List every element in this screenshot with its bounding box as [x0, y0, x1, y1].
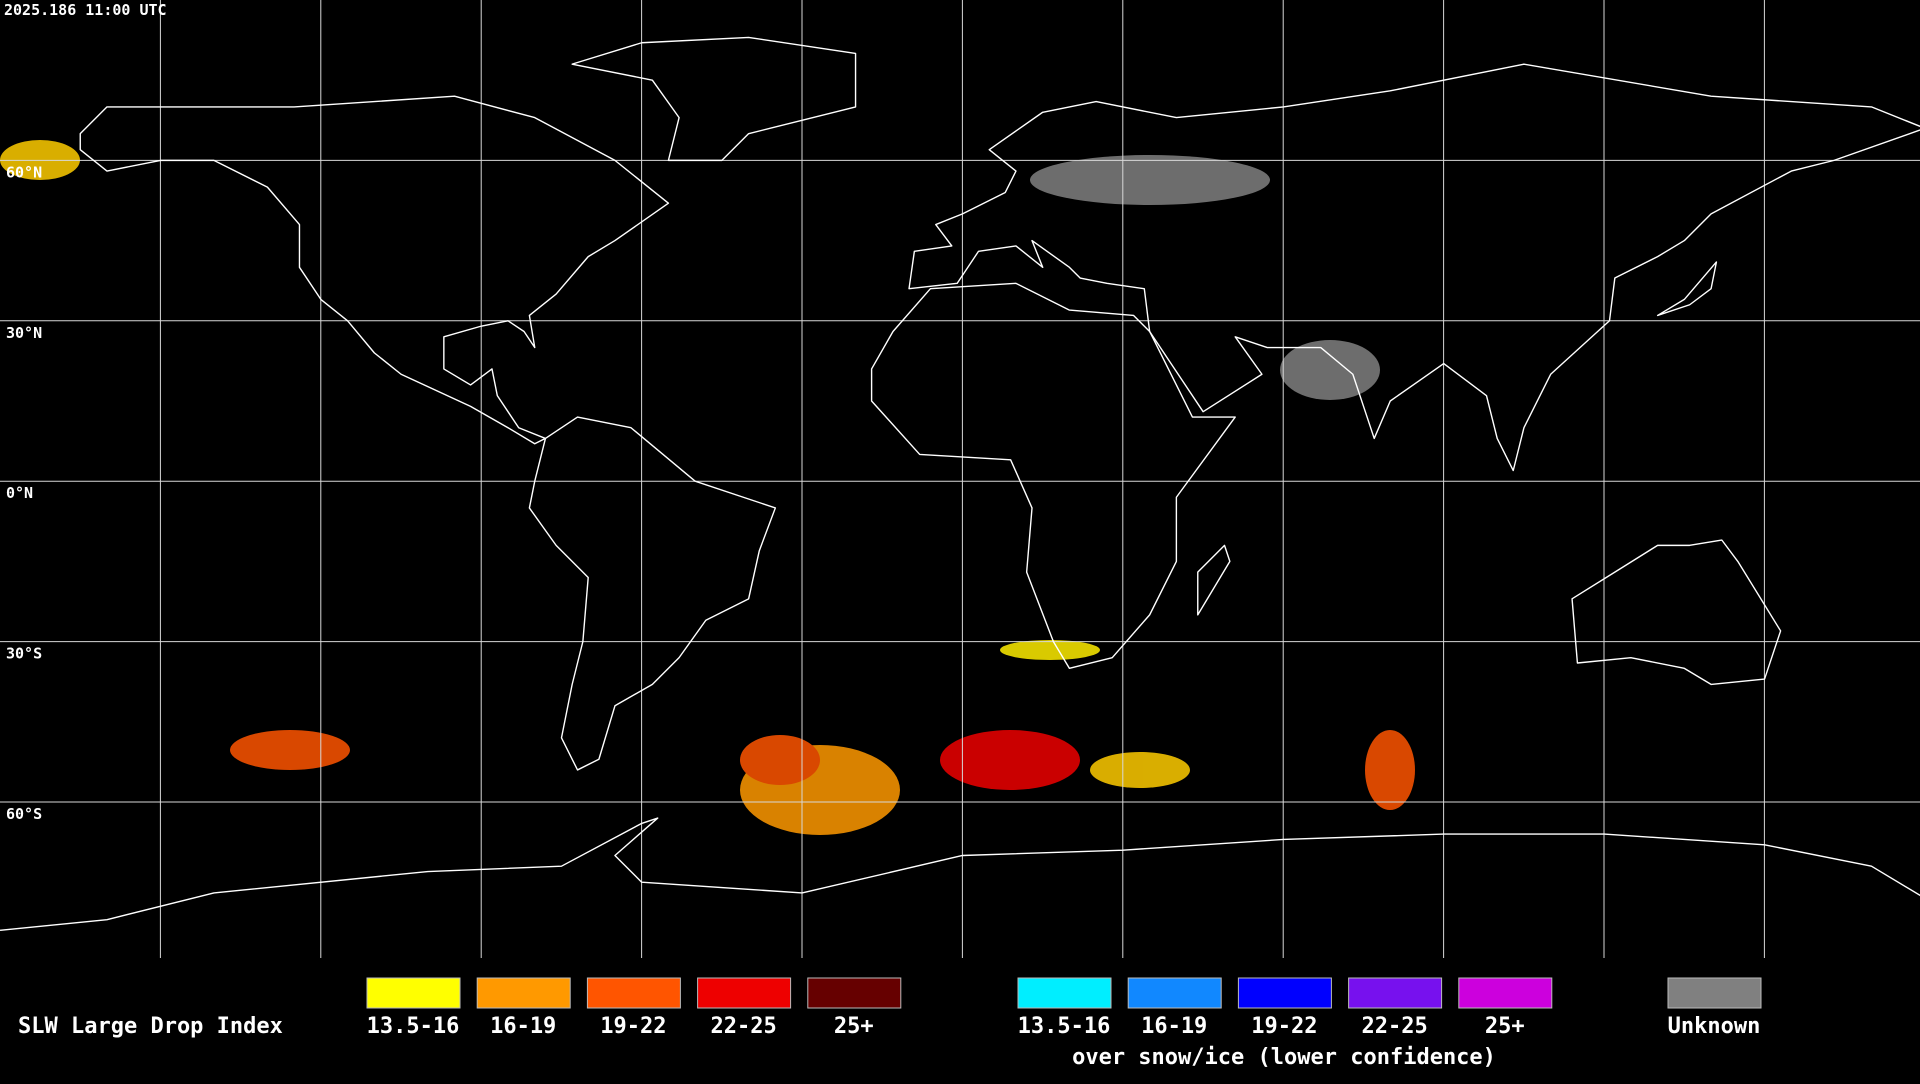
legend-label: 25+: [834, 1014, 874, 1039]
legend-swatch: [697, 977, 792, 1009]
latitude-label: 60°N: [6, 163, 42, 181]
snow-caption: over snow/ice (lower confidence): [1072, 1045, 1496, 1070]
legend-swatch: [807, 977, 902, 1009]
legend-label: 19-22: [600, 1014, 666, 1039]
legend-swatch: [1237, 977, 1332, 1009]
legend-swatch: [366, 977, 461, 1009]
legend-label: 13.5-16: [1018, 1014, 1111, 1039]
legend-swatch: [1667, 977, 1762, 1009]
legend-swatch: [1458, 977, 1553, 1009]
legend-title: SLW Large Drop Index: [18, 1014, 283, 1039]
latitude-label: 30°S: [6, 645, 42, 663]
legend-label: 16-19: [490, 1014, 556, 1039]
timestamp: 2025.186 11:00 UTC: [4, 1, 167, 19]
legend-swatch: [476, 977, 571, 1009]
legend-label: Unknown: [1668, 1014, 1761, 1039]
legend-label: 16-19: [1141, 1014, 1207, 1039]
legend-label: 22-25: [710, 1014, 776, 1039]
graticule: [0, 0, 1920, 958]
legend-swatch: [1017, 977, 1112, 1009]
legend-label: 22-25: [1361, 1014, 1427, 1039]
coastlines: [0, 37, 1920, 930]
legend-swatch: [1348, 977, 1443, 1009]
legend-label: 13.5-16: [367, 1014, 460, 1039]
legend-swatch: [586, 977, 681, 1009]
legend-panel: [0, 958, 1920, 1080]
legend-label: 19-22: [1251, 1014, 1317, 1039]
legend-label: 25+: [1485, 1014, 1525, 1039]
latitude-label: 30°N: [6, 324, 42, 342]
latitude-label: 0°N: [6, 484, 33, 502]
legend-swatch: [1127, 977, 1222, 1009]
latitude-label: 60°S: [6, 805, 42, 823]
